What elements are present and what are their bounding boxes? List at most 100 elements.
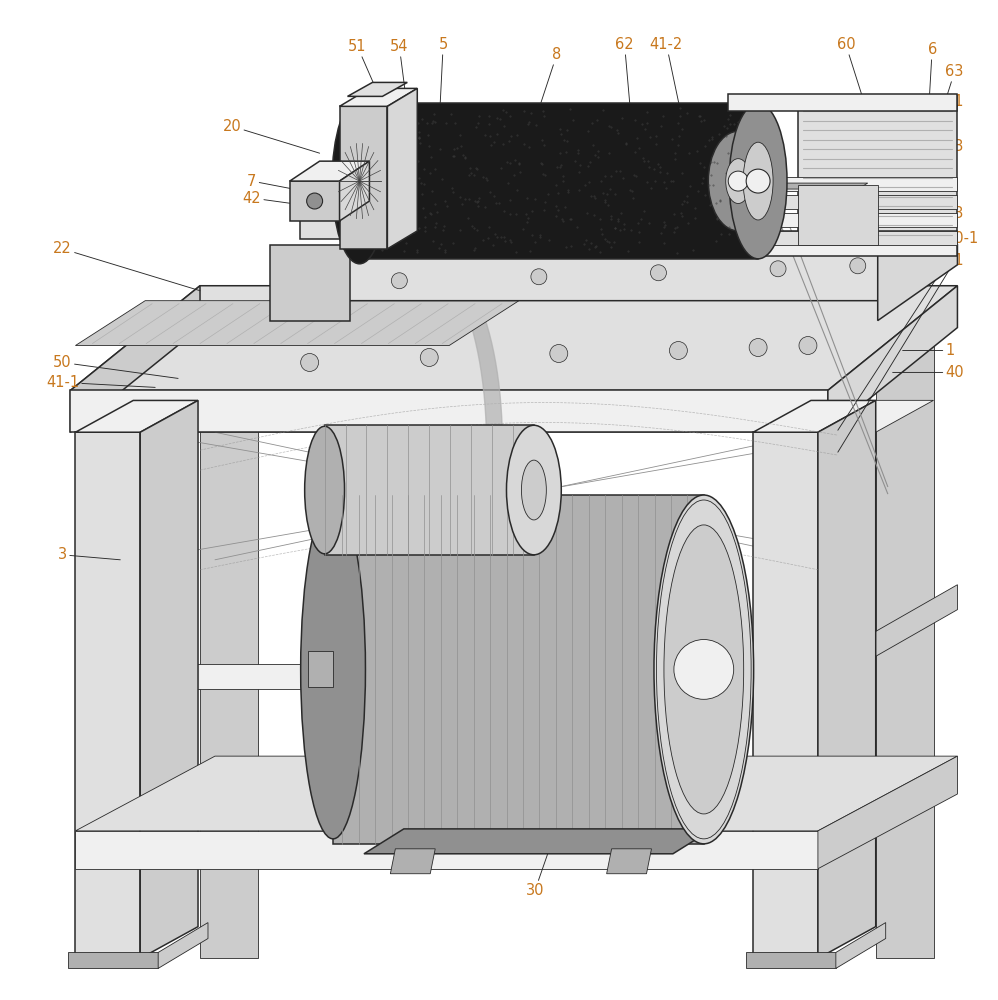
Circle shape xyxy=(799,337,817,354)
Polygon shape xyxy=(359,103,758,259)
Polygon shape xyxy=(875,313,957,328)
Polygon shape xyxy=(877,245,957,321)
Polygon shape xyxy=(141,400,198,958)
Text: 2: 2 xyxy=(897,184,955,219)
Polygon shape xyxy=(753,400,875,432)
Polygon shape xyxy=(141,400,933,432)
Polygon shape xyxy=(798,185,877,245)
Circle shape xyxy=(300,353,318,371)
Polygon shape xyxy=(798,96,957,106)
Polygon shape xyxy=(818,756,957,869)
Polygon shape xyxy=(768,183,867,189)
Circle shape xyxy=(391,273,407,289)
Polygon shape xyxy=(76,400,198,432)
Text: 50-1: 50-1 xyxy=(838,231,979,430)
Polygon shape xyxy=(390,849,435,874)
Ellipse shape xyxy=(300,500,365,839)
Text: 50: 50 xyxy=(53,355,178,378)
Circle shape xyxy=(850,258,865,274)
Ellipse shape xyxy=(709,131,768,231)
Text: 30: 30 xyxy=(526,799,567,898)
Text: 22: 22 xyxy=(53,241,200,291)
Polygon shape xyxy=(387,88,417,249)
Text: 41-2: 41-2 xyxy=(650,37,691,158)
Polygon shape xyxy=(875,328,933,958)
Text: 42: 42 xyxy=(243,191,324,208)
Polygon shape xyxy=(269,245,957,301)
Polygon shape xyxy=(639,231,957,245)
Text: 8: 8 xyxy=(529,47,562,139)
Circle shape xyxy=(550,345,568,362)
Text: 40: 40 xyxy=(892,365,964,380)
Polygon shape xyxy=(76,301,519,346)
Text: 51: 51 xyxy=(348,39,381,101)
Polygon shape xyxy=(747,952,836,968)
Circle shape xyxy=(770,261,786,277)
Polygon shape xyxy=(836,923,885,968)
Circle shape xyxy=(674,640,734,699)
Polygon shape xyxy=(76,756,957,831)
Ellipse shape xyxy=(726,159,750,204)
Ellipse shape xyxy=(304,426,344,554)
Polygon shape xyxy=(269,245,349,321)
Polygon shape xyxy=(339,88,417,106)
Polygon shape xyxy=(200,296,315,328)
Polygon shape xyxy=(299,184,364,201)
Polygon shape xyxy=(200,328,257,958)
Polygon shape xyxy=(76,432,141,958)
Circle shape xyxy=(306,193,322,209)
Polygon shape xyxy=(299,201,339,239)
Polygon shape xyxy=(818,585,957,689)
Polygon shape xyxy=(289,181,339,221)
Circle shape xyxy=(670,342,688,359)
Text: 5: 5 xyxy=(438,37,448,123)
Circle shape xyxy=(747,169,770,193)
Text: 63: 63 xyxy=(932,64,964,141)
Polygon shape xyxy=(639,195,957,209)
Polygon shape xyxy=(308,651,333,687)
Polygon shape xyxy=(76,831,818,869)
Text: 41-1: 41-1 xyxy=(46,375,155,390)
Text: 43: 43 xyxy=(887,206,964,233)
Polygon shape xyxy=(933,286,957,328)
Polygon shape xyxy=(69,952,158,968)
Polygon shape xyxy=(333,495,704,844)
Text: 54: 54 xyxy=(390,39,408,108)
Ellipse shape xyxy=(654,495,753,844)
Polygon shape xyxy=(798,106,957,245)
Text: 3: 3 xyxy=(58,547,121,562)
Polygon shape xyxy=(339,161,369,221)
Text: 21: 21 xyxy=(838,253,964,452)
Polygon shape xyxy=(347,82,407,96)
Polygon shape xyxy=(753,432,818,958)
Polygon shape xyxy=(639,231,957,256)
Circle shape xyxy=(651,265,667,281)
Circle shape xyxy=(729,171,748,191)
Circle shape xyxy=(420,349,438,366)
Polygon shape xyxy=(828,286,957,432)
Polygon shape xyxy=(639,213,957,227)
Polygon shape xyxy=(158,923,208,968)
Text: 4: 4 xyxy=(929,116,955,171)
Polygon shape xyxy=(364,829,713,854)
Text: 6: 6 xyxy=(927,42,937,129)
Circle shape xyxy=(531,269,547,285)
Text: 1: 1 xyxy=(902,343,955,358)
Polygon shape xyxy=(818,400,875,958)
Ellipse shape xyxy=(521,460,546,520)
Polygon shape xyxy=(339,106,387,249)
Polygon shape xyxy=(324,425,534,555)
Text: 60: 60 xyxy=(836,37,871,126)
Ellipse shape xyxy=(332,98,387,264)
Text: 7: 7 xyxy=(248,174,324,195)
Ellipse shape xyxy=(664,525,744,814)
Circle shape xyxy=(749,339,767,356)
Polygon shape xyxy=(71,286,200,432)
Polygon shape xyxy=(289,161,369,181)
Text: 9: 9 xyxy=(887,161,955,193)
Polygon shape xyxy=(71,390,828,432)
Text: 43: 43 xyxy=(897,139,964,181)
Text: 20: 20 xyxy=(223,119,319,153)
Text: 41: 41 xyxy=(927,94,964,156)
Polygon shape xyxy=(607,849,652,874)
